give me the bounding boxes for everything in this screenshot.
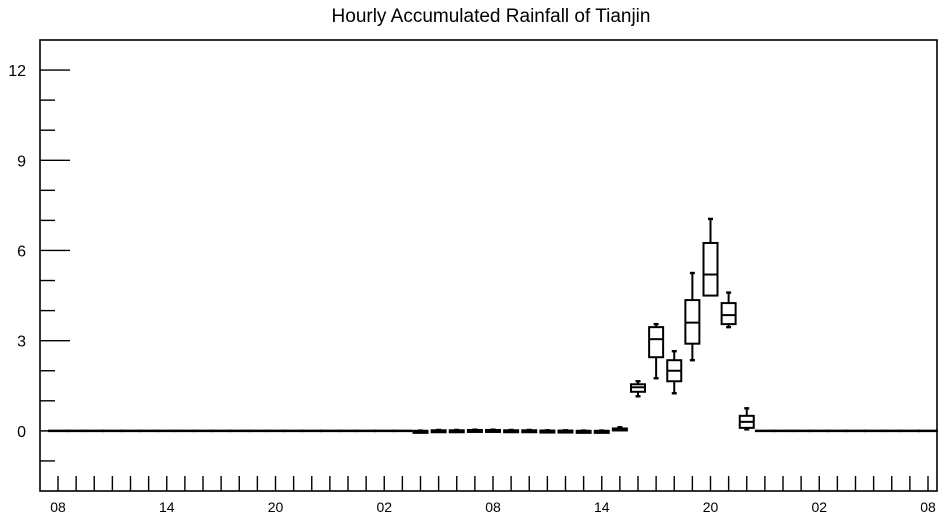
y-axis: 0 3 6 9 12 — [8, 63, 70, 462]
box-32 — [630, 380, 646, 398]
box-iqr — [720, 302, 737, 326]
x-tick-label: 14 — [594, 499, 610, 515]
box-23 — [466, 428, 483, 433]
plot-frame — [39, 39, 938, 492]
box-22 — [448, 428, 465, 434]
box-21 — [430, 428, 447, 434]
box-iqr — [648, 326, 665, 359]
box-37 — [720, 291, 737, 329]
box-24 — [485, 428, 501, 433]
box-31 — [611, 426, 628, 432]
box-27 — [539, 429, 556, 434]
y-tick-label: 0 — [17, 424, 26, 441]
x-tick-label: 02 — [811, 499, 827, 515]
box-29 — [575, 429, 592, 434]
box-iqr — [702, 241, 719, 297]
x-tick-label: 08 — [50, 499, 66, 515]
box-35 — [684, 271, 701, 362]
y-tick-label: 6 — [17, 243, 26, 260]
box-28 — [557, 429, 574, 434]
x-tick-label: 08 — [920, 499, 936, 515]
box-34 — [666, 349, 683, 395]
chart-title: Hourly Accumulated Rainfall of Tianjin — [332, 6, 651, 27]
x-tick-label: 08 — [485, 499, 501, 515]
box-33 — [648, 322, 665, 380]
x-tick-label: 20 — [703, 499, 719, 515]
box-25 — [503, 428, 520, 434]
box-30 — [593, 429, 610, 434]
x-axis: 08 14 20 02 08 14 20 02 08 — [50, 476, 936, 515]
boxplot-series — [48, 217, 938, 434]
y-tick-label: 12 — [8, 63, 26, 80]
box-26 — [521, 428, 538, 434]
box-38 — [738, 407, 755, 431]
x-tick-label: 14 — [159, 499, 175, 515]
y-tick-label: 9 — [17, 153, 26, 170]
y-tick-label: 3 — [17, 334, 26, 351]
x-tick-label: 02 — [376, 499, 392, 515]
box-36 — [702, 217, 719, 297]
x-tick-label: 20 — [268, 499, 284, 515]
box-20 — [412, 429, 429, 434]
